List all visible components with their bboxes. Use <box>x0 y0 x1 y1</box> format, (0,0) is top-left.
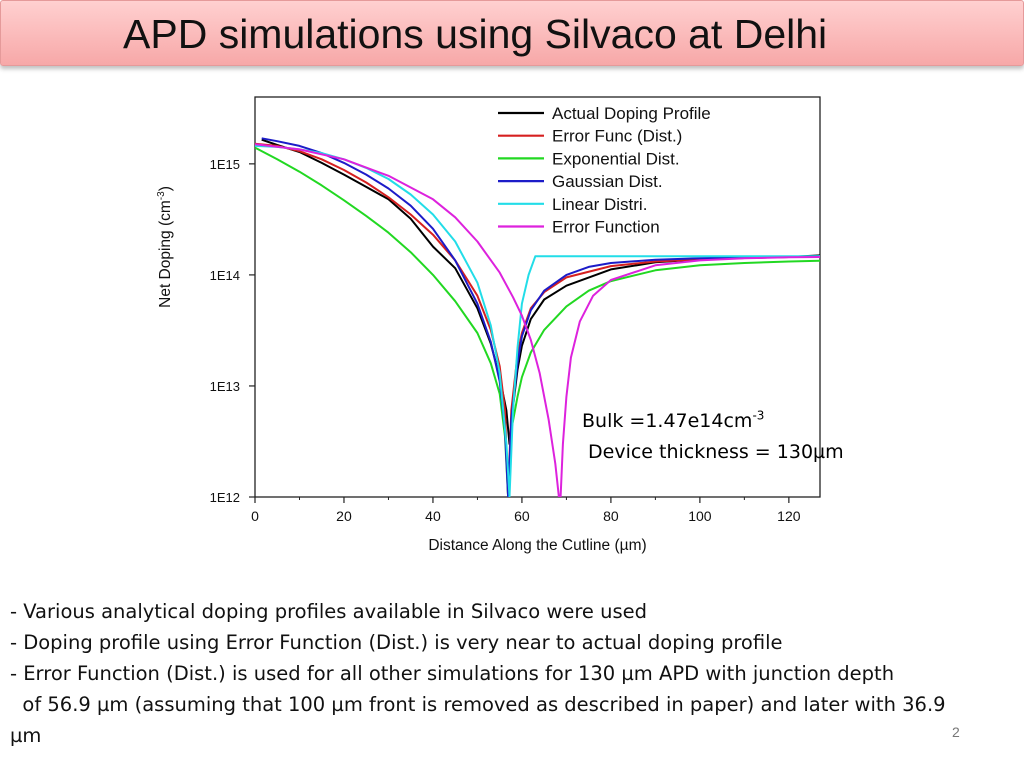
doping-profile-chart: 0 20 40 60 80 100 120 1E12 1E13 1E14 1E15 Distance … <box>156 96 821 554</box>
bulk-exponent: -3 <box>752 408 765 423</box>
y-tick-label: 1E13 <box>210 379 240 394</box>
bulk-text: Bulk =1.47e14cm <box>582 410 753 432</box>
bullet-item: µm <box>10 724 42 747</box>
x-tick-label: 100 <box>688 508 712 524</box>
x-tick-label: 120 <box>777 508 801 524</box>
x-tick-label: 20 <box>336 508 352 524</box>
series-line-actual-doping-profile <box>261 138 820 445</box>
bullet-list: - Various analytical doping profiles ava… <box>10 596 1010 751</box>
bullet-item: - Error Function (Dist.) is used for all… <box>10 662 895 685</box>
thickness-annotation: Device thickness = 130µm <box>588 441 844 463</box>
legend-label: Actual Doping Profile <box>552 104 711 123</box>
bulk-annotation: Bulk =1.47e14cm-3 <box>582 410 764 432</box>
legend-label: Error Func (Dist.) <box>552 127 682 146</box>
x-tick-label: 40 <box>425 508 441 524</box>
legend-label: Exponential Dist. <box>552 149 680 168</box>
legend-label: Linear Distri. <box>552 195 647 214</box>
series-line-error-func-dist <box>255 142 820 497</box>
bullet-item: - Doping profile using Error Function (D… <box>10 631 783 654</box>
series-line-error-function <box>255 143 820 497</box>
legend-label: Error Function <box>552 218 660 237</box>
bullet-item: of 56.9 µm (assuming that 100 µm front i… <box>10 693 946 716</box>
x-axis-title: Distance Along the Cutline (µm) <box>428 537 646 554</box>
y-tick-label: 1E12 <box>210 490 240 505</box>
bullet-item: - Various analytical doping profiles ava… <box>10 600 648 623</box>
y-tick-label: 1E14 <box>210 268 240 283</box>
x-tick-label: 0 <box>251 508 259 524</box>
y-tick-label: 1E15 <box>210 157 240 172</box>
title-bar: APD simulations using Silvaco at Delhi <box>0 0 1024 66</box>
y-axis-title: Net Doping (cm-3) <box>156 186 174 308</box>
x-tick-label: 60 <box>514 508 530 524</box>
slide-title: APD simulations using Silvaco at Delhi <box>123 11 828 57</box>
legend-label: Gaussian Dist. <box>552 172 663 191</box>
x-tick-label: 80 <box>603 508 619 524</box>
plot-frame <box>254 96 821 498</box>
page-number: 2 <box>952 724 960 740</box>
